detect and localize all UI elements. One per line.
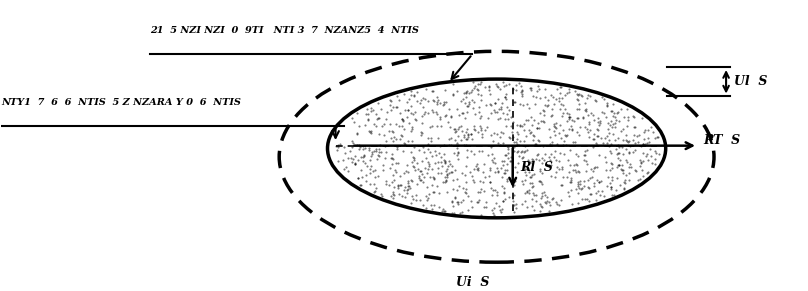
Text: NTY1  7  6  6  NTIS  5 Z NZARA Y 0  6  NTIS: NTY1 7 6 6 NTIS 5 Z NZARA Y 0 6 NTIS — [2, 98, 242, 107]
Text: RT  S: RT S — [704, 134, 741, 147]
Text: Rl  S: Rl S — [521, 162, 553, 174]
Text: 21  5 NZI NZI  0  9TI   NTI 3  7  NZANZ5  4  NTIS: 21 5 NZI NZI 0 9TI NTI 3 7 NZANZ5 4 NTIS — [150, 26, 419, 35]
Text: Ui  S: Ui S — [456, 276, 489, 289]
Text: Ul  S: Ul S — [734, 75, 768, 88]
